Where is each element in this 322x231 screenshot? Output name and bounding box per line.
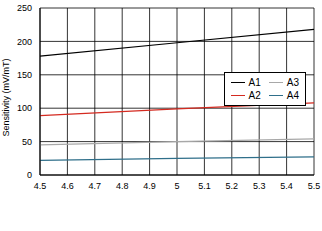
html-text:A1: A1 — [248, 77, 261, 88]
svg-text:4.8: 4.8 — [116, 181, 129, 191]
html-text:A4: A4 — [286, 90, 299, 101]
svg-text:0: 0 — [27, 170, 32, 180]
svg-text:5.2: 5.2 — [226, 181, 239, 191]
svg-text:5: 5 — [174, 181, 179, 191]
html-text:A3: A3 — [286, 77, 299, 88]
svg-text:4.6: 4.6 — [61, 181, 74, 191]
svg-text:200: 200 — [17, 37, 32, 47]
svg-text:5.1: 5.1 — [198, 181, 211, 191]
svg-text:4.9: 4.9 — [143, 181, 156, 191]
svg-text:4.7: 4.7 — [89, 181, 102, 191]
svg-text:250: 250 — [17, 3, 32, 13]
svg-text:5.5: 5.5 — [308, 181, 314, 191]
svg-text:100: 100 — [17, 103, 32, 113]
svg-text:150: 150 — [17, 70, 32, 80]
svg-text:5.3: 5.3 — [253, 181, 266, 191]
html-text:A2: A2 — [248, 90, 261, 101]
svg-text:Sensitivity (mV/mT): Sensitivity (mV/mT) — [8, 58, 11, 136]
svg-text:5.4: 5.4 — [280, 181, 293, 191]
svg-text:4.5: 4.5 — [34, 181, 47, 191]
svg-text:50: 50 — [22, 137, 32, 147]
